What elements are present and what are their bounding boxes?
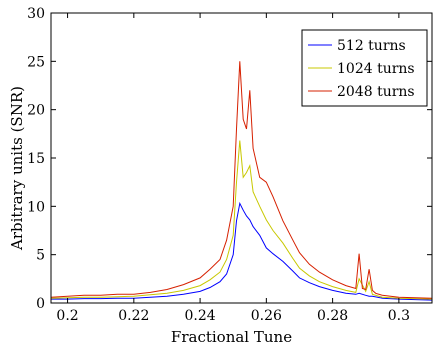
y-tick-label: 20: [27, 103, 45, 119]
legend-label-1: 512 turns: [337, 38, 406, 54]
y-tick-label: 10: [27, 199, 45, 215]
y-tick-label: 5: [36, 248, 45, 264]
y-axis-label: Arbitrary units (SNR): [8, 86, 26, 251]
x-tick-label: 0.24: [185, 308, 216, 324]
y-tick-label: 0: [36, 296, 45, 312]
x-tick-label: 0.2: [56, 308, 78, 324]
x-tick-label: 0.3: [388, 308, 410, 324]
x-tick-label: 0.26: [251, 308, 282, 324]
legend-label-2: 1024 turns: [337, 61, 415, 77]
series-layer: [50, 61, 433, 301]
x-axis-label: Fractional Tune: [171, 328, 292, 346]
ticks-layer: 0.2 0.22 0.24 0.26 0.28 0.3 0 5 10 15 20 25 30: [27, 6, 432, 324]
y-tick-label: 15: [27, 151, 45, 167]
series-line-1: [51, 201, 433, 301]
series-line-2: [50, 140, 433, 300]
series-line-3: [50, 61, 433, 299]
y-tick-label: 30: [27, 6, 45, 22]
legend-label-3: 2048 turns: [337, 84, 415, 100]
x-tick-label: 0.22: [118, 308, 149, 324]
x-tick-label: 0.28: [317, 308, 348, 324]
legend: 512 turns 1024 turns 2048 turns: [301, 29, 428, 107]
y-tick-label: 25: [27, 54, 45, 70]
